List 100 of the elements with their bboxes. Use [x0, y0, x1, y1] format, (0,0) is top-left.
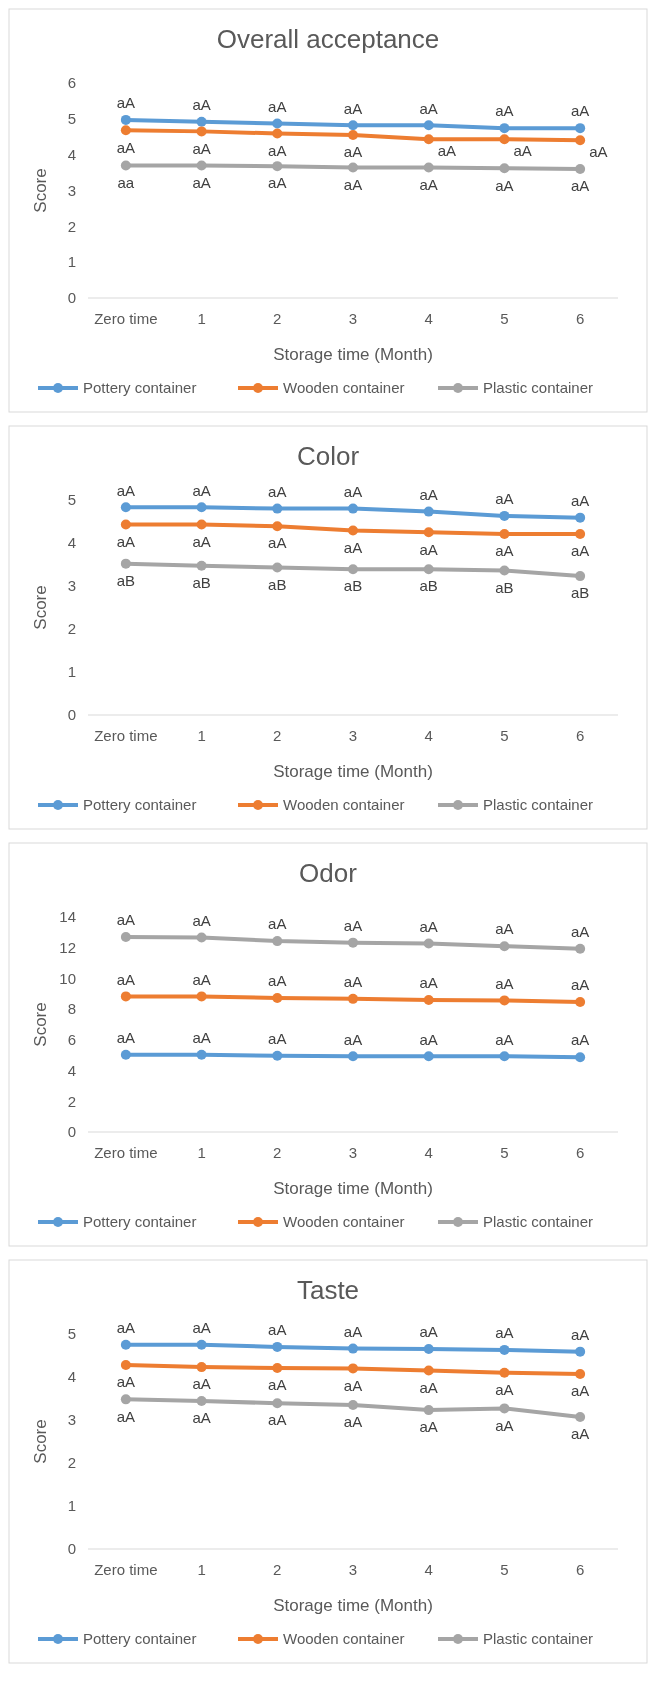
- point: [575, 123, 586, 134]
- point: [120, 1339, 131, 1350]
- data-label: aA: [192, 1319, 211, 1336]
- point: [348, 129, 358, 140]
- point: [575, 528, 586, 539]
- data-label: aA: [116, 1373, 136, 1391]
- y-tick-label: 1: [67, 253, 76, 271]
- point: [499, 995, 510, 1006]
- data-label: aA: [570, 542, 590, 560]
- point: [348, 1343, 358, 1354]
- data-label: aA: [495, 1324, 514, 1342]
- y-tick-label: 2: [67, 217, 76, 235]
- x-tick-label: 4: [424, 1561, 433, 1578]
- point: [196, 1396, 207, 1407]
- data-label: aA: [495, 1380, 514, 1398]
- x-tick-label: 4: [424, 727, 433, 744]
- point: [272, 161, 283, 172]
- point: [575, 571, 586, 582]
- data-label: aA: [495, 974, 514, 992]
- data-label: aA: [116, 1029, 136, 1046]
- x-tick-label: 2: [273, 310, 282, 327]
- data-label: aA: [268, 972, 287, 990]
- data-label: aA: [343, 1413, 363, 1431]
- x-tick-label: Zero time: [94, 727, 158, 744]
- point: [272, 128, 283, 139]
- data-label: aA: [192, 1409, 211, 1427]
- point: [120, 991, 131, 1002]
- point: [196, 1049, 207, 1060]
- y-tick-label: 3: [67, 1411, 76, 1429]
- data-label: aA: [343, 538, 363, 556]
- data-label: aA: [419, 1323, 438, 1341]
- point: [196, 126, 207, 137]
- point: [120, 1394, 131, 1405]
- data-label: aB: [268, 575, 287, 593]
- point: [196, 116, 207, 127]
- data-label: aA: [437, 141, 457, 159]
- data-label: aA: [419, 540, 438, 558]
- x-tick-label: 3: [348, 1144, 358, 1161]
- legend-label: Plastic container: [483, 1213, 594, 1231]
- point: [196, 519, 207, 530]
- data-label: aA: [192, 139, 211, 157]
- point: [423, 134, 434, 145]
- x-tick-label: Zero time: [94, 1144, 158, 1161]
- data-label: aA: [192, 911, 211, 929]
- y-axis-title: Score: [31, 1419, 50, 1464]
- x-tick-label: 1: [197, 1144, 206, 1161]
- data-label: aA: [419, 1418, 438, 1436]
- y-tick-label: 0: [67, 706, 76, 724]
- point: [120, 558, 131, 569]
- y-axis-title: Score: [31, 585, 50, 630]
- data-label: aA: [570, 491, 590, 509]
- chart-title: Taste: [296, 1275, 360, 1305]
- point: [196, 560, 207, 571]
- legend-label: Pottery container: [83, 1213, 197, 1231]
- legend-label: Plastic container: [483, 796, 594, 814]
- point: [272, 936, 283, 947]
- y-tick-label: 4: [67, 534, 76, 552]
- point: [120, 114, 131, 125]
- data-label: aA: [570, 177, 590, 195]
- data-label: aA: [570, 1382, 590, 1400]
- x-axis-title: Storage time (Month): [273, 345, 433, 364]
- data-label: aA: [192, 1029, 211, 1046]
- point: [348, 993, 358, 1004]
- point: [196, 1362, 207, 1373]
- y-tick-label: 2: [67, 620, 76, 638]
- data-label: aA: [343, 916, 363, 934]
- data-label: aB: [419, 577, 438, 595]
- y-tick-label: 8: [67, 1000, 76, 1018]
- y-tick-label: 1: [67, 663, 76, 681]
- data-label: aA: [268, 1029, 287, 1047]
- point: [575, 1368, 586, 1379]
- data-label: aA: [419, 917, 438, 935]
- legend-label: Plastic container: [483, 379, 594, 397]
- y-tick-label: 0: [67, 289, 76, 307]
- point: [120, 160, 131, 171]
- x-tick-label: 3: [348, 1561, 358, 1578]
- point: [120, 125, 131, 136]
- point: [272, 1050, 283, 1061]
- y-tick-label: 6: [67, 1031, 76, 1049]
- point: [499, 941, 510, 952]
- legend-label: Wooden container: [283, 796, 405, 814]
- point: [575, 512, 586, 523]
- point: [348, 1363, 358, 1374]
- point: [575, 996, 586, 1007]
- point: [575, 1346, 586, 1357]
- y-tick-label: 1: [67, 1497, 76, 1515]
- point: [196, 932, 207, 943]
- data-label: aA: [343, 1322, 363, 1340]
- x-tick-label: 5: [500, 1561, 509, 1578]
- data-label: aA: [419, 974, 438, 992]
- point: [499, 163, 510, 174]
- point: [499, 1344, 510, 1355]
- data-label: aA: [268, 915, 287, 933]
- point: [499, 1367, 510, 1378]
- y-axis-title: Score: [31, 1002, 50, 1047]
- data-label: aA: [570, 1031, 590, 1049]
- y-tick-label: 5: [67, 1325, 76, 1343]
- x-tick-label: 6: [575, 727, 585, 744]
- data-label: aA: [570, 1325, 590, 1343]
- y-tick-label: 3: [67, 577, 76, 595]
